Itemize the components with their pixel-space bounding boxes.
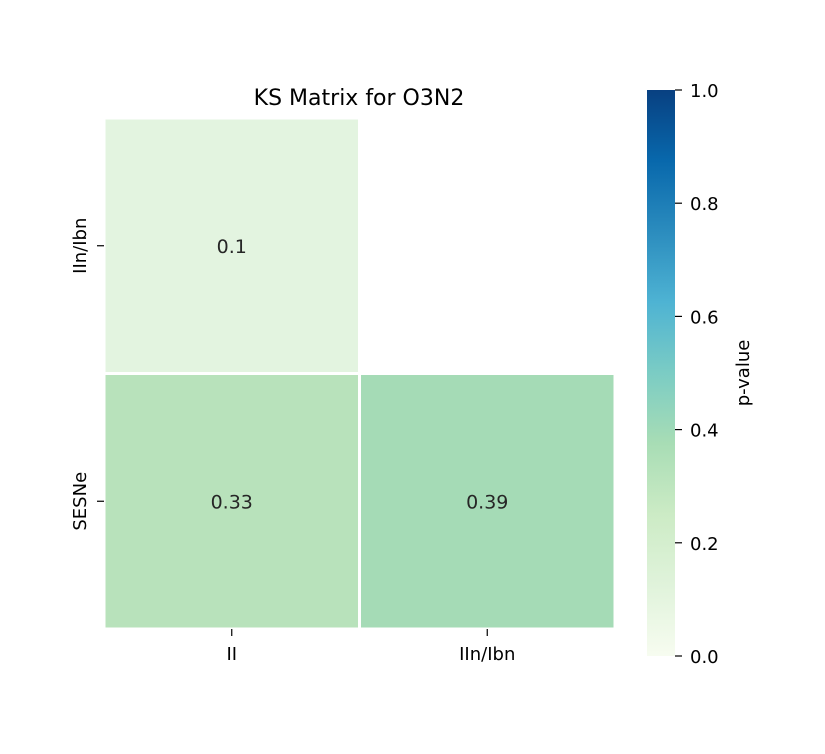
- colorbar-tick-label: 0.8: [690, 194, 719, 215]
- colorbar-tick-label: 0.6: [690, 307, 719, 328]
- colorbar-gradient: [647, 90, 675, 656]
- cell-value-label: 0.39: [466, 491, 508, 513]
- heatmap-cell-r1c1: [358, 372, 617, 631]
- y-tick-label: IIn/Ibn: [70, 218, 91, 274]
- colorbar: p-value 0.0 0.2 0.4 0.6 0.8 1.0: [647, 81, 754, 668]
- chart-title: KS Matrix for O3N2: [254, 86, 465, 111]
- cell-value-label: 0.33: [211, 491, 253, 513]
- colorbar-tick-label: 0.0: [690, 647, 719, 668]
- heatmap-cells: 0.1 0.33 0.39: [102, 116, 617, 631]
- heatmap-cell-r1c0: [102, 372, 361, 631]
- heatmap-cell-r0c0: [102, 116, 361, 375]
- colorbar-tick-label: 1.0: [690, 81, 719, 102]
- colorbar-tick-label: 0.2: [690, 534, 719, 555]
- colorbar-tick-label: 0.4: [690, 421, 719, 442]
- y-tick-label: SESNe: [70, 472, 91, 531]
- x-tick-label: II: [226, 644, 237, 665]
- cell-value-label: 0.1: [217, 236, 247, 258]
- heatmap-axes: II IIn/Ibn IIn/Ibn SESNe: [70, 218, 515, 665]
- x-tick-label: IIn/Ibn: [459, 644, 515, 665]
- colorbar-label: p-value: [733, 340, 754, 407]
